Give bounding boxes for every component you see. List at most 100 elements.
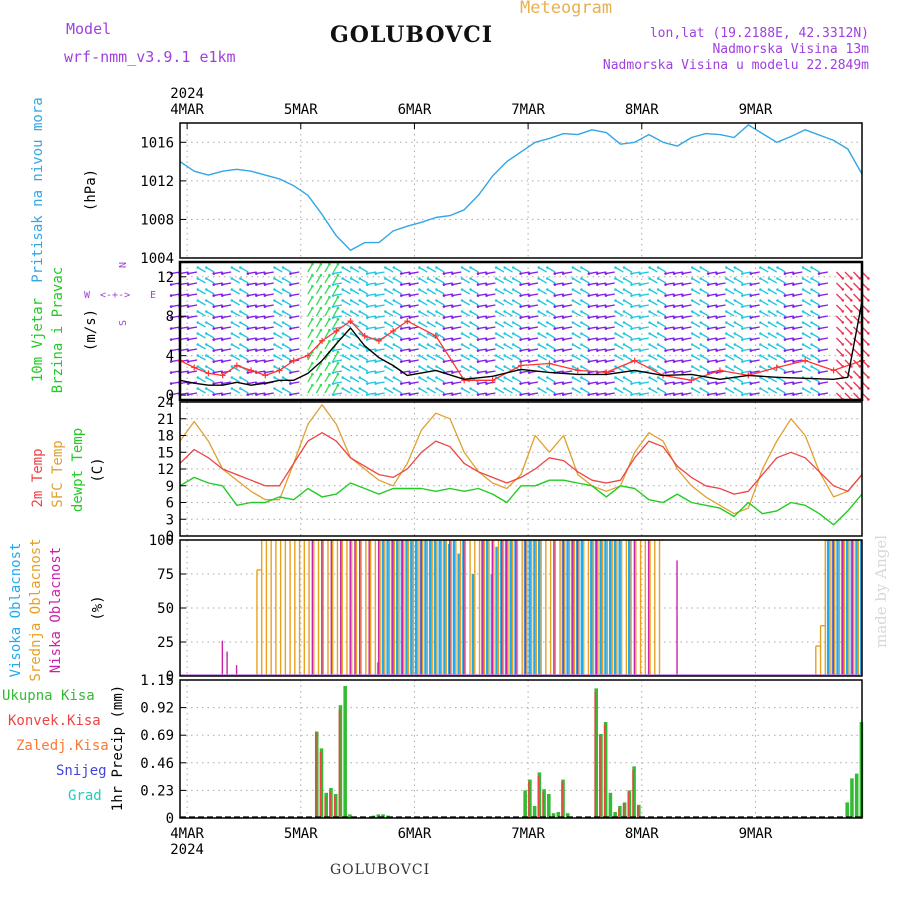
wind-arrow [282, 387, 292, 394]
precip-total-bar [329, 788, 333, 818]
wind-arrow [419, 266, 428, 273]
wind-arrow [290, 392, 300, 396]
wind-arrow [282, 299, 292, 306]
wind-arrow [197, 266, 206, 273]
wind-arrow-head [801, 365, 805, 368]
wind-arrow [495, 332, 505, 339]
wind-arrow [673, 271, 684, 275]
wind-arrow [247, 293, 257, 297]
wind-arrow [818, 282, 829, 286]
wind-arrow-head [494, 266, 498, 269]
wind-arrow [486, 348, 496, 352]
wind-arrow-head [810, 288, 813, 291]
wind-arrow-head [596, 305, 599, 308]
wind-arrow [554, 326, 564, 330]
wind-arrow [307, 318, 313, 328]
wind-arrow [605, 271, 615, 275]
wind-arrow [734, 376, 743, 383]
wind-arrow [359, 376, 368, 383]
wind-arrow [538, 266, 547, 273]
wind-arrow-head [699, 288, 703, 291]
wind-arrow [546, 376, 556, 383]
wind-arrow-head [451, 338, 454, 341]
precip-total-bar [532, 806, 537, 818]
x-year-bottom: 2024 [170, 842, 204, 858]
wind-arrow [853, 348, 861, 356]
x-tick-label-top: 7MAR [511, 102, 545, 118]
wind-arrow-head [319, 295, 323, 299]
wind-arrow-head [374, 305, 378, 308]
wind-arrow-head [690, 288, 694, 291]
wind-arrow-head [246, 393, 250, 396]
wind-arrow-head [336, 273, 340, 277]
wind-arrow-head [336, 317, 340, 321]
wind-arrow-head [759, 310, 762, 313]
wind-arrow [393, 343, 402, 350]
wind-arrow-head [776, 321, 779, 324]
wind-arrow [240, 343, 249, 350]
wind-arrow [700, 299, 709, 306]
wind-arrow-head [426, 365, 430, 368]
wind-arrow-head [648, 332, 651, 335]
wind-arrow [461, 343, 471, 350]
wind-arrow-head [511, 321, 515, 324]
wind-arrow [649, 343, 658, 350]
wind-arrow [673, 392, 684, 396]
wind-arrow [443, 392, 453, 396]
wind-arrow [734, 387, 743, 394]
wind-arrow-head [725, 310, 728, 313]
wind-arrow [563, 359, 573, 363]
wind-arrow [213, 348, 223, 352]
wind-arrow [597, 392, 607, 396]
wind-arrow [171, 370, 181, 374]
wind-arrow-head [537, 299, 541, 302]
wind-arrow-head [759, 266, 762, 269]
wind-arrow [367, 293, 377, 297]
wind-arrow [332, 315, 343, 319]
wind-arrow-head [622, 376, 626, 379]
wind-arrow [274, 310, 283, 317]
wind-arrow [572, 299, 581, 306]
wind-arrow [240, 321, 249, 328]
wind-arrow-head [469, 332, 472, 335]
wind-arrow-head [850, 310, 853, 313]
cloud-high-bar [443, 540, 446, 676]
wind-arrow-head [503, 266, 506, 269]
wind-arrow-head [485, 283, 488, 286]
wind-arrow-head [400, 316, 403, 319]
wind-arrow [188, 337, 198, 341]
wind-arrow [171, 293, 181, 297]
wind-arrow-head [656, 354, 660, 357]
wind-arrow [793, 392, 803, 396]
wind-arrow [623, 376, 633, 383]
wind-arrow-head [212, 327, 216, 330]
wind-arrow [750, 293, 760, 297]
wind-arrow [332, 381, 343, 385]
wind-arrow-head [664, 371, 667, 374]
wind-arrow-head [358, 376, 362, 379]
wind-arrow-head [571, 288, 575, 291]
wind-arrow-head [408, 360, 412, 363]
wind-arrow-head [503, 354, 506, 357]
wind-arrow [359, 321, 368, 328]
wind-arrow-head [469, 266, 472, 269]
precip-total-bar [381, 814, 385, 818]
wind-arrow-head [341, 354, 345, 357]
wind-arrow-head [767, 288, 771, 291]
wind-arrow-head [561, 382, 565, 385]
wind-arrow-head [349, 332, 353, 335]
wind-arrow [581, 299, 590, 306]
wind-arrow [385, 365, 394, 372]
y-tick-label: 100 [149, 533, 174, 549]
wind-arrow-head [263, 305, 267, 308]
wind-arrow-head [527, 272, 531, 275]
wind-arrow-head [196, 288, 200, 291]
wind-arrow [581, 387, 590, 394]
wind-arrow [512, 376, 522, 383]
wind-arrow-head [426, 354, 430, 357]
wind-arrow-head [614, 343, 617, 346]
wind-arrow-head [546, 343, 549, 346]
wind-arrow [197, 332, 206, 339]
wind-arrow [256, 381, 266, 385]
wind-arrow [307, 307, 313, 317]
